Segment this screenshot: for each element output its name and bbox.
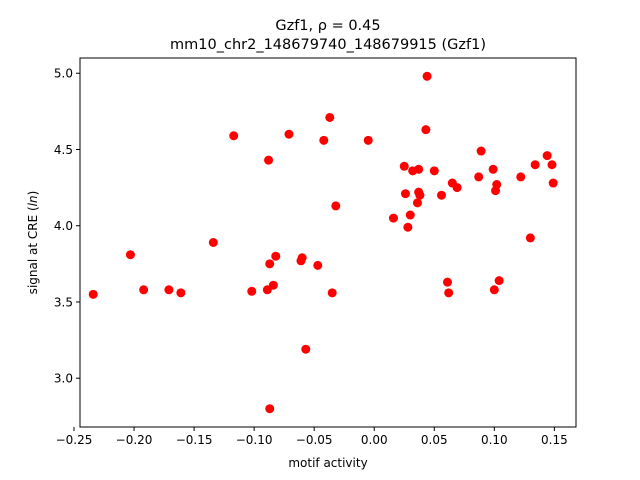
plot-frame — [79, 57, 577, 428]
data-point — [492, 180, 502, 190]
chart-title-line-1: Gzf1, ρ = 0.45 — [275, 18, 380, 34]
data-point — [399, 161, 409, 171]
y-axis-ticks: 3.0 3.5 4.0 4.5 5.0 — [54, 67, 80, 386]
x-tick-label: −0.20 — [116, 433, 153, 447]
data-point — [268, 280, 278, 290]
data-point — [400, 189, 410, 199]
x-tick-label: 0.05 — [421, 433, 448, 447]
data-point — [530, 160, 540, 170]
data-point — [412, 198, 422, 208]
data-point — [415, 190, 425, 200]
x-tick-label: 0.10 — [481, 433, 508, 447]
data-point — [331, 201, 341, 211]
data-point — [363, 135, 373, 145]
data-point — [547, 160, 557, 170]
data-point — [139, 285, 149, 295]
data-point — [313, 260, 323, 270]
data-point — [265, 404, 275, 414]
data-point — [542, 151, 552, 161]
x-axis-ticks: −0.25 −0.20 −0.15 −0.10 −0.05 0.00 0.05 0.10 0.1… — [56, 427, 568, 447]
data-point — [405, 210, 415, 220]
data-point — [516, 172, 526, 182]
x-tick-label: −0.05 — [296, 433, 333, 447]
data-point — [488, 164, 498, 174]
data-point — [271, 251, 281, 261]
x-tick-label: −0.10 — [236, 433, 273, 447]
data-point — [474, 172, 484, 182]
data-point — [325, 112, 335, 122]
y-tick-label: 5.0 — [54, 67, 73, 81]
data-point — [452, 183, 462, 193]
x-axis-label: motif activity — [288, 456, 367, 470]
y-axis-label-italic: ln — [26, 195, 40, 206]
data-point — [164, 285, 174, 295]
data-point — [297, 253, 307, 263]
data-point — [264, 155, 274, 165]
data-point — [436, 190, 446, 200]
x-tick-label: −0.25 — [56, 433, 93, 447]
data-point — [125, 250, 135, 260]
y-tick-label: 3.5 — [54, 295, 73, 309]
data-point — [229, 131, 239, 141]
y-axis-label-suffix: ) — [26, 191, 40, 196]
x-tick-label: 0.15 — [541, 433, 568, 447]
data-point — [208, 238, 218, 247]
chart-title-line-2: mm10_chr2_148679740_148679915 (Gzf1) — [170, 37, 486, 53]
data-points — [88, 71, 558, 414]
data-point — [176, 288, 186, 298]
data-point — [444, 288, 454, 298]
data-point — [422, 71, 432, 81]
data-point — [476, 146, 486, 156]
data-point — [421, 125, 431, 135]
data-point — [301, 344, 311, 354]
data-point — [489, 285, 499, 295]
data-point — [247, 286, 257, 296]
data-point — [388, 213, 398, 223]
data-point — [319, 135, 329, 145]
data-point — [327, 288, 337, 298]
data-point — [525, 233, 535, 243]
data-point — [88, 289, 98, 299]
y-tick-label: 4.0 — [54, 219, 73, 233]
data-point — [284, 129, 294, 139]
data-point — [414, 164, 424, 174]
x-tick-label: 0.00 — [361, 433, 388, 447]
y-axis-label-prefix: signal at CRE ( — [26, 206, 40, 294]
data-point — [494, 276, 504, 286]
data-point — [403, 222, 413, 232]
data-point — [265, 259, 275, 269]
y-tick-label: 3.0 — [54, 372, 73, 386]
y-tick-label: 4.5 — [54, 143, 73, 157]
data-point — [442, 277, 452, 287]
y-axis-label: signal at CRE (ln) — [26, 191, 40, 295]
data-point — [429, 166, 439, 176]
x-tick-label: −0.15 — [176, 433, 213, 447]
data-point — [548, 178, 558, 188]
